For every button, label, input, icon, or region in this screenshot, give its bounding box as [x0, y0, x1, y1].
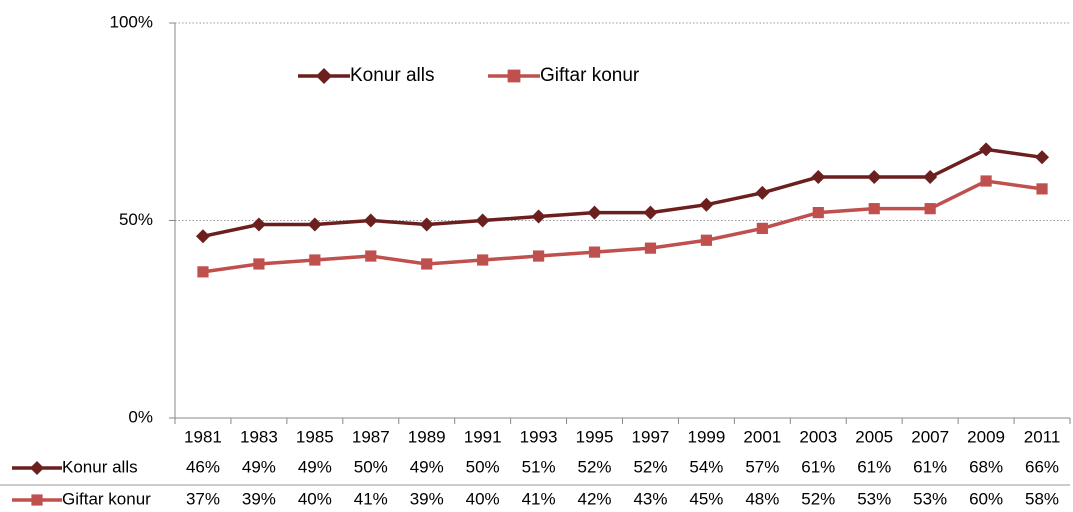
marker	[251, 217, 266, 232]
data-label: 66%	[1025, 457, 1059, 476]
data-label: 58%	[1025, 489, 1059, 508]
x-tick-label: 1981	[184, 427, 222, 446]
data-label: 39%	[410, 489, 444, 508]
x-tick-label: 1995	[576, 427, 614, 446]
marker	[195, 229, 210, 244]
x-tick-label: 1997	[632, 427, 670, 446]
marker	[363, 213, 378, 228]
marker	[197, 266, 209, 278]
legend-item: Giftar konur	[488, 65, 640, 86]
marker	[699, 197, 714, 212]
legend-label: Giftar konur	[540, 65, 640, 86]
marker	[421, 258, 433, 270]
marker	[475, 213, 490, 228]
x-tick-label: 2009	[967, 427, 1005, 446]
data-label: 39%	[242, 489, 276, 508]
marker	[1036, 183, 1048, 195]
marker	[812, 207, 824, 219]
y-tick-label: 100%	[110, 12, 153, 31]
marker	[868, 203, 880, 215]
x-tick-label: 1989	[408, 427, 446, 446]
data-label: 51%	[522, 457, 556, 476]
data-label: 61%	[913, 457, 947, 476]
marker	[31, 494, 43, 506]
marker	[1035, 150, 1050, 165]
table-row-label: Konur alls	[62, 457, 138, 476]
marker	[419, 217, 434, 232]
data-label: 45%	[689, 489, 723, 508]
data-label: 53%	[913, 489, 947, 508]
data-label: 49%	[298, 457, 332, 476]
marker	[923, 170, 938, 185]
legend-label: Konur alls	[350, 65, 435, 86]
data-label: 48%	[745, 489, 779, 508]
marker	[979, 142, 994, 157]
marker	[755, 185, 770, 200]
data-label: 52%	[578, 457, 612, 476]
data-label: 57%	[745, 457, 779, 476]
y-tick-label: 50%	[119, 210, 153, 229]
marker	[587, 205, 602, 220]
data-label: 41%	[354, 489, 388, 508]
data-label: 60%	[969, 489, 1003, 508]
marker	[756, 222, 768, 234]
data-label: 61%	[857, 457, 891, 476]
series-line	[202, 179, 1043, 274]
data-label: 53%	[857, 489, 891, 508]
marker	[253, 258, 265, 270]
x-tick-label: 1983	[240, 427, 278, 446]
data-label: 46%	[186, 457, 220, 476]
x-tick-label: 2001	[743, 427, 781, 446]
marker	[309, 254, 321, 266]
marker	[980, 175, 992, 187]
x-tick-label: 1993	[520, 427, 558, 446]
data-label: 50%	[354, 457, 388, 476]
marker	[532, 250, 545, 262]
data-label: 50%	[466, 457, 500, 476]
x-tick-label: 1991	[464, 427, 502, 446]
marker	[30, 461, 44, 475]
data-label: 43%	[633, 489, 667, 508]
data-label: 40%	[466, 489, 500, 508]
marker	[643, 205, 658, 220]
marker	[588, 246, 601, 258]
data-label: 52%	[633, 457, 667, 476]
x-tick-label: 2003	[799, 427, 837, 446]
marker	[924, 203, 936, 215]
data-label: 61%	[801, 457, 835, 476]
marker	[867, 170, 882, 185]
data-label: 49%	[242, 457, 276, 476]
data-label: 49%	[410, 457, 444, 476]
x-tick-label: 2005	[855, 427, 893, 446]
x-tick-label: 1987	[352, 427, 390, 446]
x-tick-label: 2011	[1024, 427, 1061, 446]
data-label: 40%	[298, 489, 332, 508]
marker	[477, 254, 489, 266]
marker	[507, 69, 521, 83]
data-label: 37%	[186, 489, 220, 508]
marker	[811, 170, 826, 185]
marker	[307, 217, 322, 232]
data-label: 54%	[689, 457, 723, 476]
data-label: 68%	[969, 457, 1003, 476]
x-tick-label: 1999	[687, 427, 725, 446]
table-row-label: Giftar konur	[62, 489, 151, 508]
x-tick-label: 1985	[296, 427, 334, 446]
marker	[644, 242, 657, 254]
x-tick-label: 2007	[911, 427, 949, 446]
y-tick-label: 0%	[128, 407, 153, 426]
data-label: 52%	[801, 489, 835, 508]
marker	[316, 68, 332, 84]
marker	[531, 209, 546, 224]
marker	[365, 250, 377, 262]
data-label: 41%	[522, 489, 556, 508]
data-label: 42%	[578, 489, 612, 508]
legend-item: Konur alls	[298, 65, 435, 86]
marker	[700, 234, 713, 246]
series-line	[202, 147, 1043, 239]
